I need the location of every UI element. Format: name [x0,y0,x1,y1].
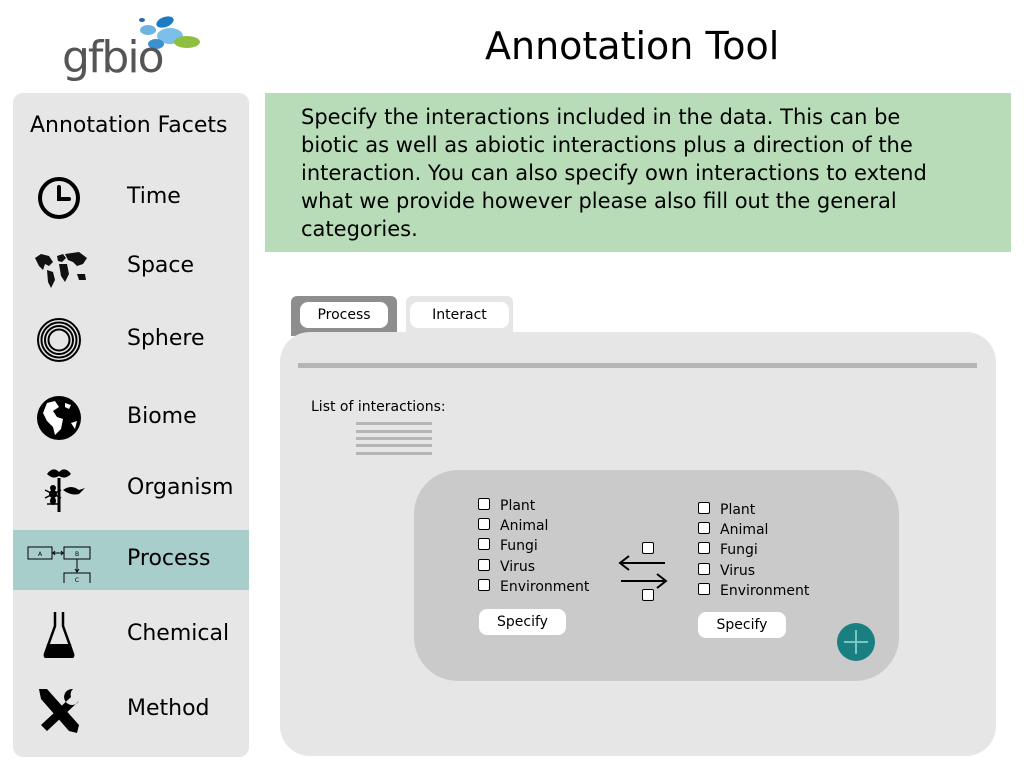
svg-text:C: C [75,577,79,583]
option-label: Fungi [500,538,538,554]
right-specify-button[interactable]: Specify [698,612,786,638]
svg-text:A: A [38,551,43,558]
facet-label: Method [127,696,210,721]
right-option-animal[interactable]: Animal [698,522,768,540]
option-label: Environment [720,583,810,599]
right-option-fungi[interactable]: Fungi [698,542,758,560]
option-label: Plant [500,498,536,514]
facet-label: Space [127,253,195,278]
tools-icon [39,688,80,733]
direction-arrows-icon [618,555,668,589]
option-label: Plant [720,502,756,518]
option-label: Animal [500,518,549,534]
plus-icon [844,630,868,654]
tab-process-label: Process [300,302,388,328]
world-map-icon [35,252,87,288]
list-placeholder-line [356,422,432,425]
option-label: Fungi [720,542,758,558]
concentric-circles-icon [37,318,81,362]
facet-label: Organism [127,475,234,500]
left-option-fungi[interactable]: Fungi [478,538,538,556]
checkbox[interactable] [478,498,490,510]
facet-label: Biome [127,404,197,429]
facet-item-sphere[interactable]: Sphere [13,310,249,370]
list-placeholder-line [356,444,432,447]
facet-item-organism[interactable]: Organism [13,459,249,519]
facet-label: Process [127,546,211,571]
direction-right-checkbox[interactable] [642,589,654,601]
facet-item-biome[interactable]: Biome [13,388,249,448]
left-option-plant[interactable]: Plant [478,498,535,516]
panel-divider [298,363,977,368]
instructions-box: Specify the interactions included in the… [265,93,1011,252]
facet-label: Sphere [127,326,205,351]
interactions-list-label: List of interactions: [311,399,446,415]
option-label: Virus [720,563,756,579]
option-label: Environment [500,579,590,595]
tab-process[interactable]: Process [291,296,397,336]
page-title: Annotation Tool [485,24,780,68]
right-option-environment[interactable]: Environment [698,583,809,601]
facet-item-space[interactable]: Space [13,237,249,297]
facet-item-process[interactable]: A B C Process [13,530,249,590]
list-placeholder-line [356,452,432,455]
organism-icon [44,469,85,512]
tab-interact[interactable]: Interact [406,296,513,336]
clock-icon [38,177,80,219]
checkbox[interactable] [698,563,710,575]
process-diagram-icon: A B C [27,546,91,583]
direction-left-checkbox[interactable] [642,542,654,554]
facet-item-chemical[interactable]: Chemical [13,605,249,665]
left-option-virus[interactable]: Virus [478,559,535,577]
checkbox[interactable] [478,559,490,571]
globe-icon [37,396,81,440]
svg-text:B: B [75,551,79,558]
checkbox[interactable] [698,522,710,534]
logo-blobs-icon [139,16,200,49]
left-option-animal[interactable]: Animal [478,518,548,536]
logo-wordmark: gfbio [62,32,164,83]
flask-icon [43,612,75,658]
checkbox[interactable] [698,542,710,554]
tab-interact-label: Interact [410,302,509,328]
add-interaction-button[interactable] [837,623,875,661]
left-specify-button[interactable]: Specify [479,609,566,635]
left-option-environment[interactable]: Environment [478,579,589,597]
sidebar-title: Annotation Facets [30,113,228,138]
right-option-plant[interactable]: Plant [698,502,755,520]
option-label: Virus [500,559,536,575]
instructions-text: Specify the interactions included in the… [301,105,927,241]
facet-item-method[interactable]: Method [13,680,249,740]
gfbio-logo: gfbio [60,10,205,83]
list-placeholder-line [356,430,432,433]
checkbox[interactable] [698,502,710,514]
right-option-virus[interactable]: Virus [698,563,755,581]
checkbox[interactable] [478,579,490,591]
checkbox[interactable] [698,583,710,595]
logo-text: gfbio [62,32,164,83]
facet-label: Chemical [127,621,230,646]
option-label: Animal [720,522,769,538]
interaction-editor [414,470,899,681]
list-placeholder-line [356,437,432,440]
facet-item-time[interactable]: Time [13,168,249,228]
checkbox[interactable] [478,518,490,530]
checkbox[interactable] [478,538,490,550]
facet-label: Time [127,184,181,209]
